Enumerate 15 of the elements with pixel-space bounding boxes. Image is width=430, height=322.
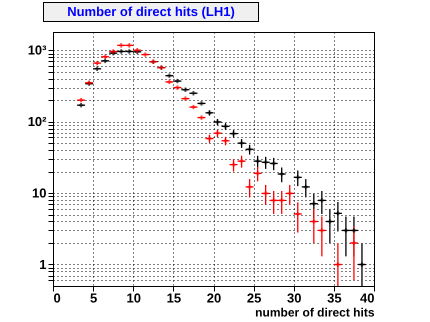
x-tick-label: 5	[90, 290, 98, 306]
y-tick-label: 10³	[28, 42, 48, 58]
y-tick-label: 10²	[28, 114, 48, 130]
x-tick-label: 40	[360, 290, 374, 306]
y-tick-label: 1	[39, 257, 46, 272]
y-tick-label: 10	[32, 186, 46, 201]
x-tick-label: 25	[246, 290, 262, 306]
x-tick-label: 0	[54, 290, 61, 306]
x-tick-label: 30	[287, 290, 302, 306]
chart-title: Number of direct hits (LH1)	[43, 2, 259, 22]
x-tick-label: 15	[166, 290, 182, 306]
x-axis-title: number of direct hits	[255, 306, 375, 320]
x-tick-label: 20	[206, 290, 222, 306]
x-tick-label: 35	[327, 290, 342, 306]
x-tick-label: 10	[126, 290, 141, 306]
